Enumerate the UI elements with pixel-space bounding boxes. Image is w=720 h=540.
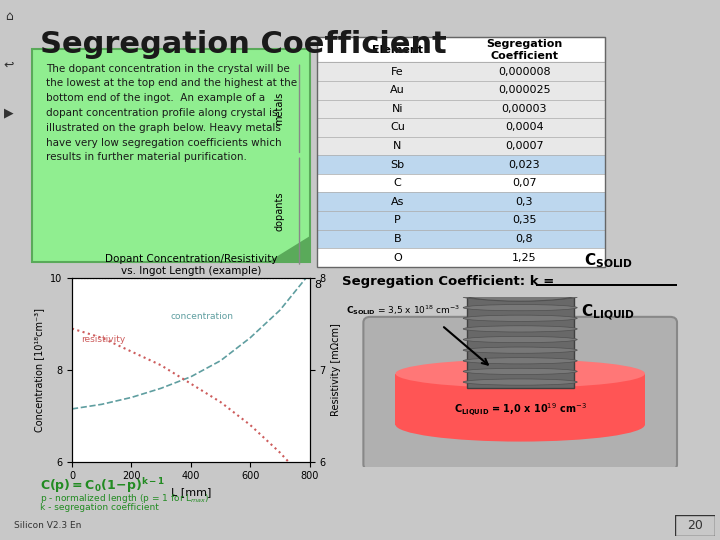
Polygon shape [268, 237, 310, 262]
Text: p - normalized length (p = 1 for L$_{max}$): p - normalized length (p = 1 for L$_{max… [40, 492, 209, 505]
Text: 0,8: 0,8 [516, 234, 533, 244]
Text: 0,023: 0,023 [508, 160, 540, 170]
Bar [317, 62, 605, 81]
Ellipse shape [463, 368, 577, 375]
Bar [317, 99, 605, 118]
Text: $\mathbf{C_{LIQUID}}$: $\mathbf{C_{LIQUID}}$ [581, 302, 636, 323]
Text: k - segregation coefficient: k - segregation coefficient [40, 503, 158, 512]
Text: 8: 8 [315, 280, 322, 290]
Bar [317, 37, 605, 62]
Text: $\mathbf{C_{SOLID}}$: $\mathbf{C_{SOLID}}$ [584, 251, 633, 270]
Text: ▶: ▶ [4, 107, 14, 120]
Text: 1,25: 1,25 [512, 253, 536, 262]
Bar [467, 288, 574, 388]
Bar [317, 137, 605, 156]
Text: Au: Au [390, 85, 405, 95]
Text: ↩: ↩ [4, 58, 14, 71]
Text: 0,35: 0,35 [512, 215, 536, 225]
Bar [317, 156, 605, 174]
Text: $\mathbf{C(p) = C_0(1\!-\!p)^{k-1}}$: $\mathbf{C(p) = C_0(1\!-\!p)^{k-1}}$ [40, 476, 165, 495]
Text: 0,000008: 0,000008 [498, 66, 551, 77]
Text: Element: Element [372, 45, 423, 55]
Text: Segregation Coefficient: Segregation Coefficient [40, 30, 446, 59]
Title: Dopant Concentration/Resistivity
vs. Ingot Length (example): Dopant Concentration/Resistivity vs. Ing… [104, 254, 277, 276]
Ellipse shape [463, 305, 577, 310]
Text: As: As [391, 197, 404, 207]
Text: 0,0004: 0,0004 [505, 123, 544, 132]
Text: P: P [394, 215, 401, 225]
Text: Ni: Ni [392, 104, 403, 114]
Text: N: N [393, 141, 402, 151]
Text: 0,00003: 0,00003 [501, 104, 547, 114]
Text: Cu: Cu [390, 123, 405, 132]
Bar [317, 211, 605, 230]
Bar [317, 248, 605, 267]
Text: resistivity: resistivity [81, 335, 125, 345]
X-axis label: L [mm]: L [mm] [171, 487, 211, 497]
Text: The dopant concentration in the crystal will be
the lowest at the top end and th: The dopant concentration in the crystal … [46, 64, 297, 163]
Text: 20: 20 [687, 519, 703, 532]
Text: Segregation Coefficient: k =: Segregation Coefficient: k = [342, 275, 554, 288]
FancyBboxPatch shape [32, 49, 310, 262]
Bar [317, 118, 605, 137]
Ellipse shape [463, 326, 577, 332]
Ellipse shape [395, 408, 645, 442]
Bar [317, 230, 605, 248]
Ellipse shape [395, 360, 645, 388]
FancyBboxPatch shape [364, 317, 677, 470]
Text: C: C [394, 178, 401, 188]
Ellipse shape [463, 379, 577, 385]
Text: Sb: Sb [390, 160, 405, 170]
Text: ⌂: ⌂ [5, 10, 12, 23]
Ellipse shape [463, 357, 577, 364]
Text: concentration: concentration [170, 313, 233, 321]
Text: Segregation
Coefficient: Segregation Coefficient [486, 39, 562, 60]
Bar [536, 284, 677, 286]
Y-axis label: Concentration [10¹⁸cm⁻³]: Concentration [10¹⁸cm⁻³] [35, 308, 45, 432]
Ellipse shape [463, 336, 577, 343]
Text: Fe: Fe [391, 66, 404, 77]
Ellipse shape [463, 315, 577, 321]
Text: metals: metals [274, 92, 284, 125]
Text: $\mathbf{C_{LIQUID}}$ = 1,0 x 10$^{19}$ cm$^{-3}$: $\mathbf{C_{LIQUID}}$ = 1,0 x 10$^{19}$ … [454, 402, 587, 418]
Bar [317, 192, 605, 211]
Ellipse shape [463, 294, 577, 300]
Text: 0,3: 0,3 [516, 197, 533, 207]
Ellipse shape [463, 287, 577, 301]
Text: 0,000025: 0,000025 [498, 85, 551, 95]
Text: Silicon V2.3 En: Silicon V2.3 En [14, 521, 82, 530]
Bar [317, 174, 605, 192]
Y-axis label: Resistivity [mΩcm]: Resistivity [mΩcm] [331, 323, 341, 416]
Text: O: O [393, 253, 402, 262]
Ellipse shape [463, 347, 577, 353]
Bar [317, 81, 605, 99]
Bar [395, 374, 645, 424]
Text: dopants: dopants [274, 191, 284, 231]
Text: B: B [394, 234, 401, 244]
Text: 0,07: 0,07 [512, 178, 536, 188]
Text: 0,0007: 0,0007 [505, 141, 544, 151]
Text: $\mathbf{C_{SOLID}}$ = 3,5 x 10$^{18}$ cm$^{-3}$: $\mathbf{C_{SOLID}}$ = 3,5 x 10$^{18}$ c… [346, 303, 460, 316]
